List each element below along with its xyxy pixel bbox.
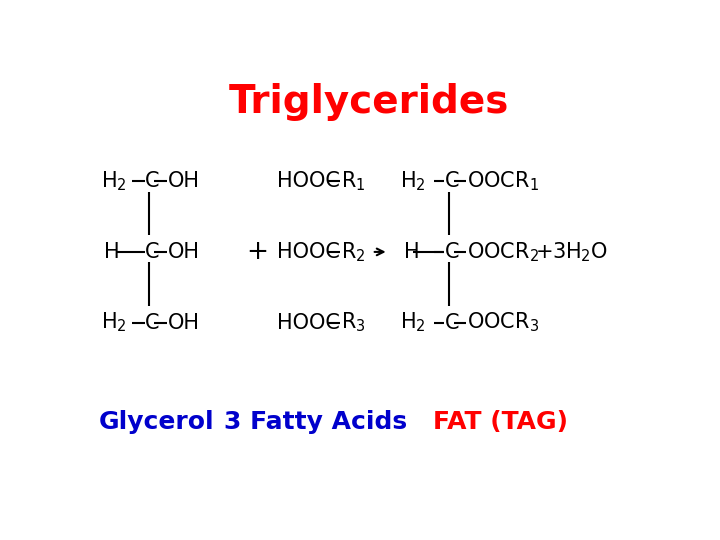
Text: OOCR$_2$: OOCR$_2$ <box>467 240 539 264</box>
Text: H$_2$: H$_2$ <box>101 170 127 193</box>
Text: H$_2$: H$_2$ <box>101 311 127 334</box>
Text: R$_2$: R$_2$ <box>341 240 365 264</box>
Text: C: C <box>145 313 160 333</box>
Text: OOCR$_1$: OOCR$_1$ <box>467 170 539 193</box>
Text: C: C <box>445 313 459 333</box>
Text: C: C <box>445 171 459 191</box>
Text: C: C <box>145 171 160 191</box>
Text: OH: OH <box>168 313 199 333</box>
Text: HOOC: HOOC <box>277 171 340 191</box>
Text: 3 Fatty Acids: 3 Fatty Acids <box>225 410 408 434</box>
Text: Glycerol: Glycerol <box>99 410 215 434</box>
Text: +: + <box>246 239 269 265</box>
Text: Triglycerides: Triglycerides <box>229 83 509 121</box>
Text: R$_1$: R$_1$ <box>341 170 365 193</box>
Text: C: C <box>445 242 459 262</box>
Text: HOOC: HOOC <box>277 242 340 262</box>
Text: FAT (TAG): FAT (TAG) <box>433 410 567 434</box>
Text: HOOC: HOOC <box>277 313 340 333</box>
Text: OOCR$_3$: OOCR$_3$ <box>467 311 539 334</box>
Text: C: C <box>145 242 160 262</box>
Text: $+$3H$_2$O: $+$3H$_2$O <box>535 240 608 264</box>
Text: R$_3$: R$_3$ <box>341 311 365 334</box>
Text: OH: OH <box>168 171 199 191</box>
Text: OH: OH <box>168 242 199 262</box>
Text: H: H <box>404 242 419 262</box>
Text: H$_2$: H$_2$ <box>400 170 426 193</box>
Text: H$_2$: H$_2$ <box>400 311 426 334</box>
Text: H: H <box>104 242 120 262</box>
